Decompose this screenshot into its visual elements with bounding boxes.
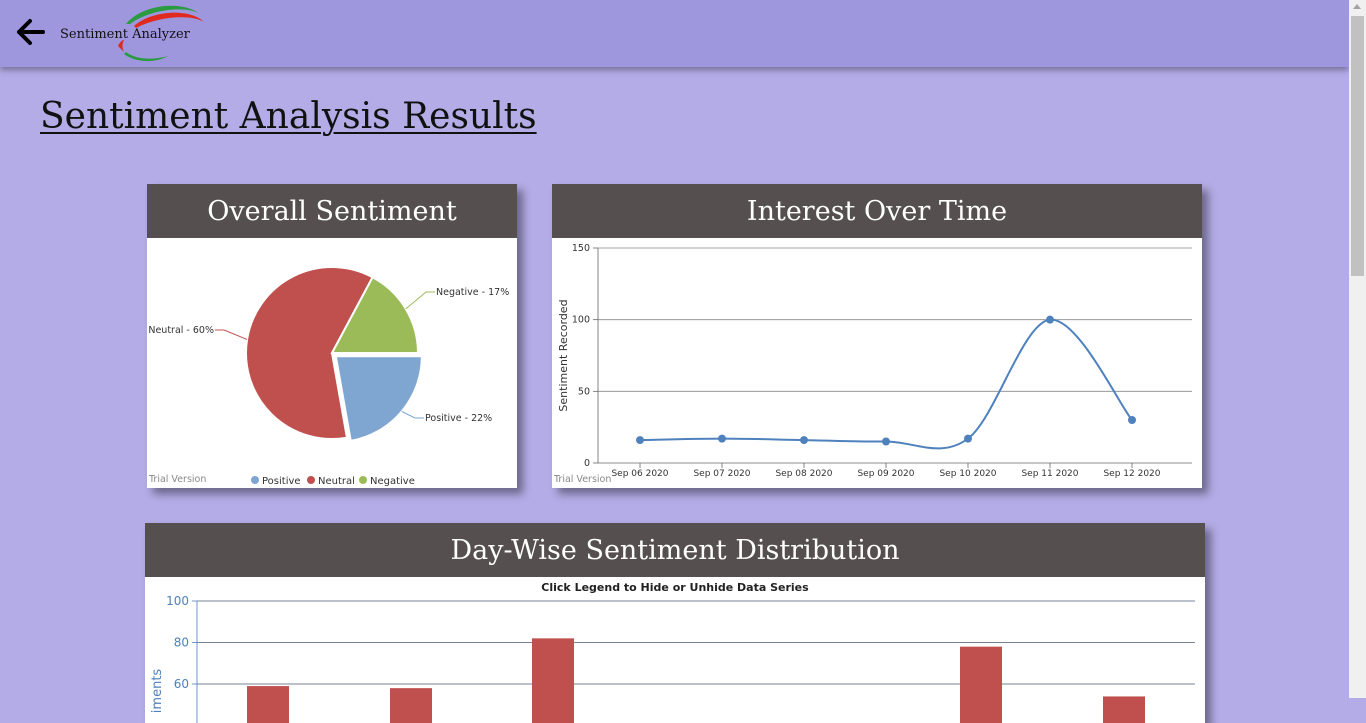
day-wise-bar-chart: Click Legend to Hide or Unhide Data Seri… <box>150 581 1195 723</box>
y-tick-label-50: 50 <box>578 386 590 397</box>
overall-sentiment-header: Overall Sentiment <box>147 184 517 238</box>
legend-item-positive: Positive <box>262 476 301 487</box>
y-tick-label-60: 60 <box>174 677 189 691</box>
x-tick-label: Sep 12 2020 <box>1103 469 1160 479</box>
pie-label-positive: Positive - 22% <box>425 413 492 424</box>
day-wise-distribution-card: Day-Wise Sentiment Distribution Click Le… <box>145 523 1205 723</box>
day-wise-distribution-header: Day-Wise Sentiment Distribution <box>145 523 1205 577</box>
scrollbar-thumb[interactable] <box>1351 16 1364 276</box>
chart-subtitle: Click Legend to Hide or Unhide Data Seri… <box>541 581 809 594</box>
bar-6 <box>1103 696 1145 723</box>
page-scrollbar[interactable] <box>1349 0 1366 698</box>
legend-item-negative: Negative <box>370 476 415 487</box>
x-tick-label: Sep 10 2020 <box>939 469 996 479</box>
y-tick-label-0: 0 <box>584 458 590 469</box>
y-tick-label-100: 100 <box>166 594 189 608</box>
bar-2 <box>532 638 574 723</box>
pie-slice-negative <box>330 275 420 354</box>
legend-marker-negative <box>359 476 367 484</box>
data-point-4 <box>964 434 972 443</box>
data-point-6 <box>1128 416 1136 424</box>
pie-label-connector-negative <box>405 291 435 310</box>
interest-over-time-line-chart: 0 50 100 150 Sentiment Recorded Sep 06 2020 Se… <box>557 243 1192 479</box>
pie-label-connector-positive <box>401 411 424 419</box>
pie-label-connector-neutral <box>215 329 248 340</box>
trial-version-label: Trial Version <box>149 474 207 485</box>
trial-version-label: Trial Version <box>554 474 612 485</box>
bar-0 <box>247 686 289 723</box>
pie-slice-neutral <box>245 266 374 440</box>
swoosh-logo-icon <box>118 5 204 62</box>
pie-label-neutral: Neutral - 60% <box>148 325 214 336</box>
y-axis-label: iments <box>150 669 165 714</box>
overall-sentiment-pie-chart: Positive - 22% Neutral - 60% Negative - 17… <box>148 266 509 487</box>
x-tick-label: Sep 07 2020 <box>693 469 750 479</box>
scroll-up-icon[interactable] <box>1353 4 1361 9</box>
interest-over-time-card: Interest Over Time 0 50 100 150 Sentiment Re… <box>552 184 1202 488</box>
data-point-3 <box>882 437 890 446</box>
arrow-left-icon[interactable] <box>16 18 46 46</box>
x-tick-label: Sep 11 2020 <box>1021 469 1078 479</box>
x-tick-label: Sep 09 2020 <box>857 469 914 479</box>
legend-marker-neutral <box>307 476 315 484</box>
data-point-0 <box>636 436 644 445</box>
bar-5 <box>960 646 1002 723</box>
y-axis-label: Sentiment Recorded <box>557 299 570 411</box>
y-tick-label-100: 100 <box>572 315 590 326</box>
y-tick-label-80: 80 <box>174 636 189 650</box>
y-tick-label-150: 150 <box>572 243 590 254</box>
legend-marker-positive <box>251 476 259 484</box>
bar-1 <box>390 688 432 723</box>
top-navigation-bar: Sentiment Analyzer <box>0 0 1349 67</box>
overall-sentiment-card: Overall Sentiment Positive - 22% Neutral … <box>147 184 517 488</box>
legend-item-neutral: Neutral <box>318 476 355 487</box>
pie-slice-positive <box>334 355 423 443</box>
x-tick-label: Sep 06 2020 <box>611 469 668 479</box>
pie-label-negative: Negative - 17% <box>436 287 509 298</box>
data-point-5 <box>1046 315 1054 324</box>
data-point-2 <box>800 436 808 445</box>
brand-name[interactable]: Sentiment Analyzer <box>60 27 190 42</box>
data-point-1 <box>718 434 726 443</box>
series-line <box>639 318 1133 450</box>
page-title: Sentiment Analysis Results <box>40 96 537 137</box>
interest-over-time-header: Interest Over Time <box>552 184 1202 238</box>
x-tick-label: Sep 08 2020 <box>775 469 832 479</box>
